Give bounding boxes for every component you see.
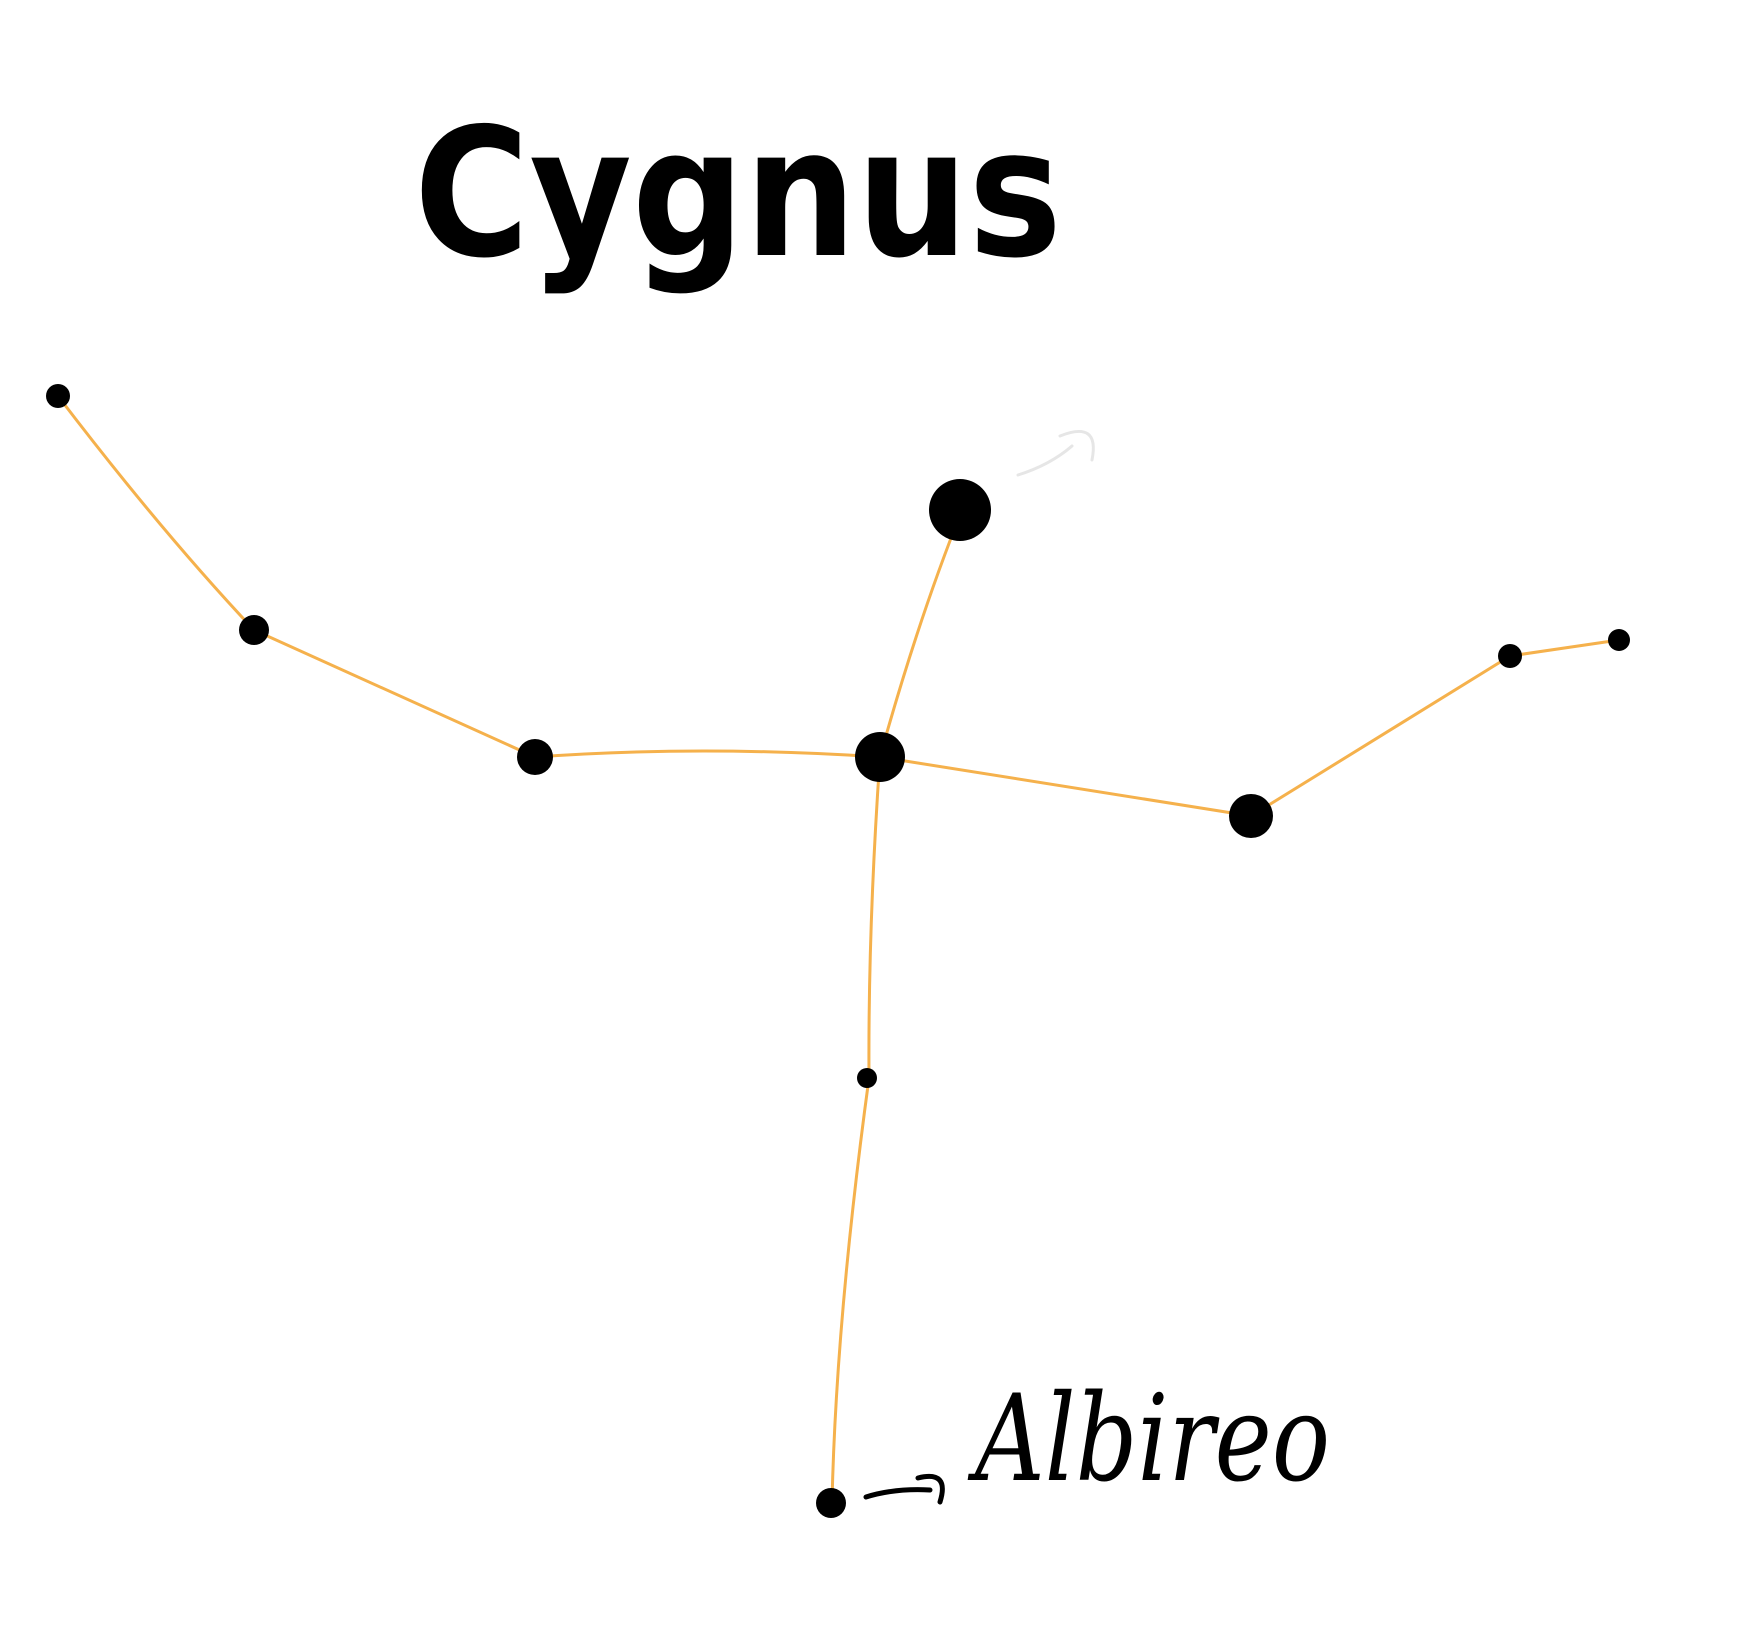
star-label-albireo: Albireo: [967, 1370, 1330, 1509]
star-icon: [929, 479, 991, 541]
stars: [46, 384, 1630, 1518]
line-body-upper: [867, 755, 882, 1080]
line-wing-left-inner: [533, 749, 882, 759]
star-icon: [1498, 644, 1522, 668]
faint-arrow-icon: [1016, 430, 1095, 477]
star-icon: [855, 732, 905, 782]
line-wing-left-middle: [252, 628, 537, 759]
line-neck-top: [878, 508, 964, 759]
star-icon: [816, 1488, 846, 1518]
constellation-lines: [56, 394, 1621, 1505]
star-icon: [1608, 629, 1630, 651]
star-icon: [46, 384, 70, 408]
line-wing-right-inner: [878, 755, 1253, 818]
albireo-pointer-arrow-icon: [863, 1474, 945, 1505]
line-body-lower: [830, 1076, 871, 1505]
line-wing-left-outer: [56, 394, 256, 632]
diagram-title: Cygnus: [414, 90, 1062, 297]
star-icon: [1229, 794, 1273, 838]
line-wing-right-middle: [1249, 654, 1512, 818]
star-icon: [239, 615, 269, 645]
star-icon: [517, 739, 553, 775]
star-icon: [857, 1068, 877, 1088]
line-wing-right-outer: [1508, 638, 1621, 658]
